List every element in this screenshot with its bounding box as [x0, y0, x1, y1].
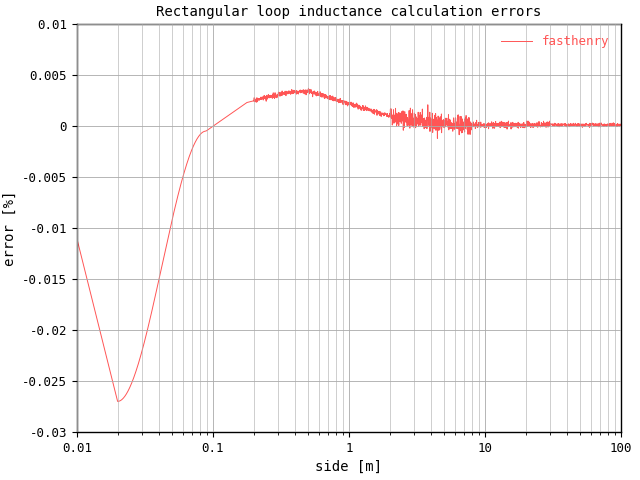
- fasthenry: [305, 85, 312, 91]
- Title: Rectangular loop inductance calculation errors: Rectangular loop inductance calculation …: [156, 5, 541, 19]
- fasthenry: [548, 121, 556, 127]
- fasthenry: [135, 359, 143, 364]
- fasthenry: [607, 123, 614, 129]
- X-axis label: side [m]: side [m]: [316, 460, 382, 474]
- Legend: fasthenry: fasthenry: [496, 30, 614, 53]
- fasthenry: [114, 398, 122, 404]
- fasthenry: [168, 220, 175, 226]
- fasthenry: [282, 90, 289, 96]
- fasthenry: [305, 87, 313, 93]
- fasthenry: [617, 122, 625, 128]
- fasthenry: [73, 235, 81, 241]
- Line: fasthenry: fasthenry: [77, 88, 621, 401]
- Y-axis label: error [%]: error [%]: [3, 190, 17, 266]
